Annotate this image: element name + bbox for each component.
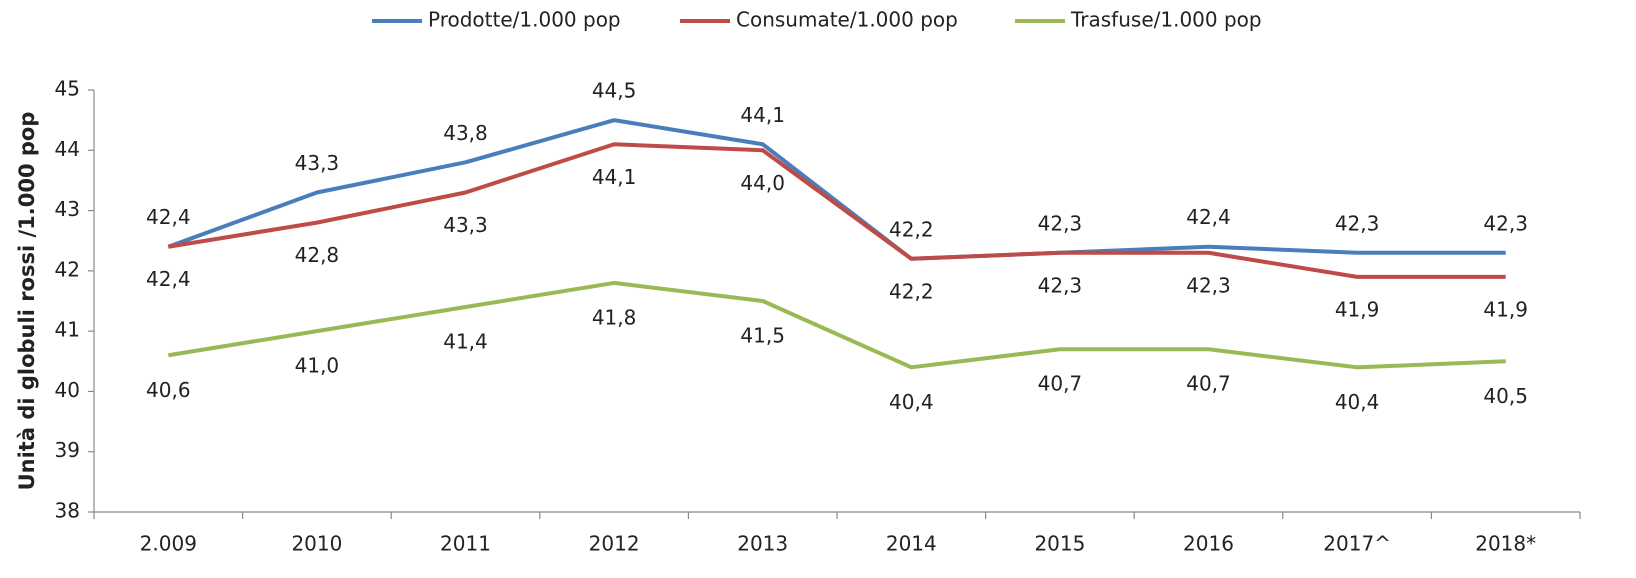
y-tick-label: 41 [55,318,80,342]
data-label: 40,4 [1335,390,1380,414]
data-label: 41,4 [443,330,488,354]
data-label: 40,6 [146,378,191,402]
data-label: 42,3 [1335,211,1380,235]
legend-label: Trasfuse/1.000 pop [1070,8,1262,32]
legend-label: Prodotte/1.000 pop [428,8,621,32]
legend-label: Consumate/1.000 pop [736,8,958,32]
x-tick-label: 2016 [1183,532,1234,556]
data-label: 42,2 [889,217,934,241]
series-line [167,118,1506,261]
x-tick-label: 2013 [737,532,788,556]
x-tick-label: 2.009 [140,532,197,556]
y-tick-label: 45 [55,77,80,101]
y-tick-label: 43 [55,197,80,221]
y-tick-label: 44 [55,137,80,161]
data-label: 41,8 [592,305,637,329]
data-label: 41,9 [1483,297,1528,321]
data-label: 42,3 [1038,211,1083,235]
data-label: 41,0 [295,354,340,378]
data-label: 42,2 [889,279,934,303]
data-label: 42,4 [146,205,191,229]
series-line [167,142,1506,279]
data-label: 41,5 [740,324,785,348]
data-label: 41,9 [1335,297,1380,321]
y-tick-label: 39 [55,438,80,462]
data-label: 40,7 [1186,372,1231,396]
x-tick-label: 2015 [1034,532,1085,556]
data-label: 40,4 [889,390,934,414]
data-label: 44,0 [740,171,785,195]
y-axis-label: Unità di globuli rossi /1.000 pop [15,112,39,491]
x-tick-label: 2011 [440,532,491,556]
x-tick-label: 2012 [589,532,640,556]
data-label: 43,3 [443,213,488,237]
y-tick-label: 40 [55,378,80,402]
x-tick-label: 2018* [1475,532,1536,556]
x-tick-label: 2010 [291,532,342,556]
y-tick-label: 42 [55,257,80,281]
data-label: 42,4 [1186,205,1231,229]
data-label: 42,4 [146,267,191,291]
data-label: 42,8 [295,243,340,267]
data-label: 42,3 [1483,211,1528,235]
x-tick-label: 2014 [886,532,937,556]
data-label: 42,3 [1038,273,1083,297]
data-label: 40,7 [1038,372,1083,396]
data-label: 44,1 [740,103,785,127]
data-label: 43,3 [295,151,340,175]
x-tick-label: 2017^ [1323,532,1391,556]
y-tick-label: 38 [55,499,80,523]
data-label: 40,5 [1483,384,1528,408]
series-line [167,280,1506,370]
data-label: 44,5 [592,79,637,103]
data-label: 42,3 [1186,273,1231,297]
data-label: 43,8 [443,121,488,145]
data-label: 44,1 [592,165,637,189]
